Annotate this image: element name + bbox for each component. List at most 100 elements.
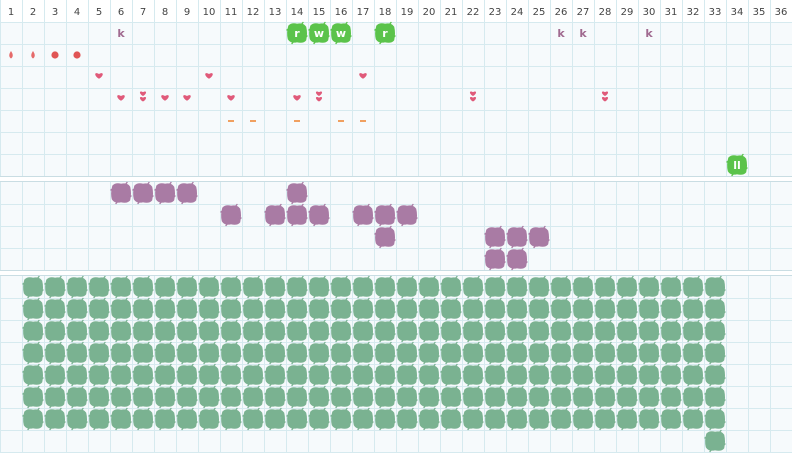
sage-cell-edge bbox=[374, 385, 396, 409]
purple-cell bbox=[287, 205, 307, 225]
sage-cell-edge bbox=[198, 297, 220, 321]
sage-cell-edge bbox=[330, 275, 352, 299]
sage-cell-edge bbox=[418, 319, 440, 343]
sage-cell bbox=[573, 387, 593, 407]
green-tile-label: w bbox=[336, 27, 346, 40]
sage-cell-edge bbox=[704, 385, 726, 409]
sage-cell-edge bbox=[88, 275, 110, 299]
sage-cell-edge bbox=[110, 297, 132, 321]
sage-cell-edge bbox=[550, 297, 572, 321]
sage-cell bbox=[67, 321, 87, 341]
sage-cell bbox=[639, 387, 659, 407]
sage-cell bbox=[683, 299, 703, 319]
purple-cell-edge bbox=[264, 203, 286, 227]
sage-cell bbox=[89, 343, 109, 363]
sage-cell bbox=[683, 365, 703, 385]
sage-cell bbox=[155, 387, 175, 407]
heart-mark bbox=[139, 91, 147, 97]
sage-cell bbox=[617, 387, 637, 407]
sage-cell bbox=[573, 365, 593, 385]
sage-cell-edge bbox=[462, 275, 484, 299]
sage-cell bbox=[23, 409, 43, 429]
sage-cell-edge bbox=[198, 385, 220, 409]
sage-cell-edge bbox=[154, 275, 176, 299]
sage-cell-edge bbox=[638, 341, 660, 365]
purple-cell-edge bbox=[286, 203, 308, 227]
sage-cell bbox=[353, 299, 373, 319]
sage-cell-edge bbox=[110, 407, 132, 431]
column-number-15: 15 bbox=[313, 7, 326, 18]
column-number-29: 29 bbox=[621, 7, 634, 18]
sage-cell-edge bbox=[440, 407, 462, 431]
sage-cell-edge bbox=[352, 319, 374, 343]
sage-cell-edge bbox=[528, 297, 550, 321]
sage-cell bbox=[573, 409, 593, 429]
sage-cell bbox=[397, 321, 417, 341]
sage-cell-edge bbox=[550, 275, 572, 299]
sage-cell bbox=[221, 343, 241, 363]
green-tile-label: ll bbox=[733, 159, 741, 172]
sage-cell-edge bbox=[594, 363, 616, 387]
sage-cell bbox=[353, 387, 373, 407]
column-number-27: 27 bbox=[577, 7, 590, 18]
sage-cell bbox=[617, 343, 637, 363]
sage-cell-edge bbox=[352, 363, 374, 387]
k-marker: k bbox=[557, 27, 565, 40]
panel-divider bbox=[0, 177, 792, 181]
sage-cell-edge bbox=[462, 297, 484, 321]
sage-cell-edge bbox=[528, 385, 550, 409]
sage-cell bbox=[111, 343, 131, 363]
sage-cell bbox=[23, 299, 43, 319]
sage-cell-edge bbox=[572, 275, 594, 299]
sage-cell-edge bbox=[528, 363, 550, 387]
sage-cell bbox=[177, 343, 197, 363]
heart-mark bbox=[315, 91, 323, 97]
sage-cell bbox=[375, 343, 395, 363]
heart-mark bbox=[601, 96, 609, 102]
column-number-4: 4 bbox=[74, 7, 80, 18]
sage-cell bbox=[45, 321, 65, 341]
column-number-7: 7 bbox=[140, 7, 146, 18]
sage-cell-edge bbox=[704, 429, 726, 453]
sage-cell-edge bbox=[88, 363, 110, 387]
sage-cell bbox=[441, 409, 461, 429]
column-number-25: 25 bbox=[533, 7, 546, 18]
sage-cell bbox=[507, 321, 527, 341]
dot-mark bbox=[51, 51, 59, 59]
column-number-28: 28 bbox=[599, 7, 612, 18]
sage-cell bbox=[177, 299, 197, 319]
sage-cell bbox=[705, 343, 725, 363]
sage-cell bbox=[331, 299, 351, 319]
sage-cell-edge bbox=[110, 319, 132, 343]
sage-cell-edge bbox=[220, 363, 242, 387]
sage-cell-edge bbox=[110, 363, 132, 387]
sage-cell-edge bbox=[66, 363, 88, 387]
sage-cell bbox=[441, 299, 461, 319]
sage-cell bbox=[67, 277, 87, 297]
purple-cell bbox=[375, 227, 395, 247]
sage-cell bbox=[661, 299, 681, 319]
sage-cell bbox=[419, 343, 439, 363]
sage-cell-edge bbox=[638, 319, 660, 343]
sage-cell bbox=[133, 409, 153, 429]
sage-cell-edge bbox=[22, 341, 44, 365]
sage-cell-edge bbox=[66, 385, 88, 409]
sage-cell-edge bbox=[660, 319, 682, 343]
purple-cell bbox=[397, 205, 417, 225]
sage-cell-edge bbox=[286, 363, 308, 387]
sage-cell-edge bbox=[242, 341, 264, 365]
sage-cell-edge bbox=[22, 297, 44, 321]
sage-cell bbox=[551, 321, 571, 341]
sage-cell-edge bbox=[484, 297, 506, 321]
sage-cell bbox=[463, 365, 483, 385]
sage-cell-edge bbox=[550, 341, 572, 365]
sage-cell bbox=[595, 299, 615, 319]
k-marker: k bbox=[579, 27, 587, 40]
sage-cell-edge bbox=[264, 341, 286, 365]
sage-cell-edge bbox=[572, 385, 594, 409]
sage-cell-edge bbox=[308, 341, 330, 365]
sage-cell-edge bbox=[286, 275, 308, 299]
sage-cell bbox=[199, 365, 219, 385]
sage-cell-edge bbox=[682, 275, 704, 299]
column-number-6: 6 bbox=[118, 7, 124, 18]
